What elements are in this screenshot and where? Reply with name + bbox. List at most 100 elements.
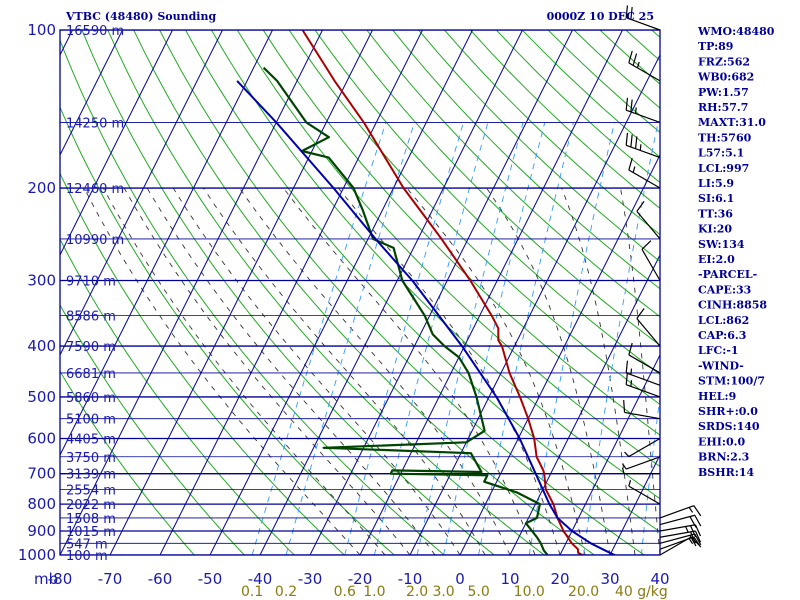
sounding-index: LFC:-1 (698, 344, 739, 357)
wind-barb (659, 536, 702, 550)
height-label: 2554 m (66, 483, 116, 498)
mixing-ratio-line-5 (478, 122, 574, 555)
temperature-tick-label: 30 (600, 570, 619, 588)
pressure-tick-label: 600 (27, 430, 56, 448)
height-label: 6681 m (66, 367, 116, 382)
temperature-tick-label: -70 (98, 570, 123, 588)
mixing-ratio-line-2 (416, 122, 524, 555)
sounding-index: MAXT:31.0 (698, 116, 766, 129)
wind-barb (659, 524, 702, 538)
mixing-ratio-label: 20.0 (568, 584, 599, 600)
wind-barb (628, 50, 661, 82)
sounding-index: RH:57.7 (698, 101, 748, 114)
temperature-tick-label: -30 (298, 570, 323, 588)
height-label: 2022 m (66, 498, 116, 513)
pressure-tick-label: 700 (27, 465, 56, 483)
sounding-profiles (236, 30, 616, 555)
isotherm--90 (60, 30, 273, 457)
sounding-index: -PARCEL- (698, 268, 757, 281)
wind-barb (628, 480, 661, 505)
moist-adiabat-5 (203, 187, 486, 555)
height-label: 9710 m (66, 274, 116, 289)
isotherm--50 (209, 30, 473, 555)
isotherm-20 (559, 353, 660, 555)
wind-barb (636, 200, 661, 240)
moist-adiabat-15 (283, 187, 536, 555)
temperature-tick-label: -40 (248, 570, 273, 588)
height-label: 7590 m (66, 340, 116, 355)
temperature-tick-label: 0 (455, 570, 465, 588)
sounding-index: FRZ:562 (698, 55, 750, 68)
sounding-index: CINH:8858 (698, 299, 767, 312)
isotherm--100 (60, 30, 223, 357)
station-title: VTBC (48480) Sounding (65, 10, 216, 23)
height-label: 3750 m (66, 451, 116, 466)
temperature-tick-label: -10 (398, 570, 423, 588)
isotherm--10 (409, 53, 660, 555)
isotherm-0 (459, 153, 660, 555)
height-label: 3139 m (66, 468, 116, 483)
wind-barb (625, 132, 661, 159)
height-label: 547 m (66, 537, 108, 552)
moist-adiabat-25 (406, 187, 586, 555)
mixing-ratio-line-20 (583, 122, 659, 555)
sounding-index: TP:89 (698, 40, 733, 53)
wind-barb (659, 514, 702, 528)
pressure-tick-label: 500 (27, 388, 56, 406)
sounding-index: KI:20 (698, 223, 732, 236)
mixing-ratio-label: 2.0 (406, 584, 428, 600)
temperature-tick-label: -50 (198, 570, 223, 588)
plot-border (59, 29, 661, 556)
isotherm--40 (259, 30, 523, 555)
height-label: 5860 m (66, 391, 116, 406)
wind-barb (628, 157, 661, 189)
wind-barb (659, 533, 702, 547)
isotherm--30 (309, 30, 573, 555)
wind-barb (636, 308, 661, 347)
sounding-index: SHR+:0.0 (698, 405, 758, 418)
mixing-ratio-line-3 (443, 122, 546, 555)
height-label: 12460 m (66, 182, 124, 197)
pressure-tick-label: 200 (27, 179, 56, 197)
height-label: 4405 m (66, 433, 116, 448)
mixing-ratio-line-40 (640, 394, 660, 555)
isotherm--60 (159, 30, 423, 555)
sounding-index: SI:6.1 (698, 192, 734, 205)
dewpoint-line (262, 66, 549, 555)
sounding-indices-panel: WMO:48480 TP:89 FRZ:562 WB0:682 PW:1.57 RH:57… (697, 25, 775, 479)
wind-barb-column (621, 5, 702, 556)
isotherm--70 (109, 30, 373, 555)
sounding-index: BRN:2.3 (698, 451, 749, 464)
height-label: 1508 m (66, 512, 116, 527)
plot-frame (59, 29, 661, 556)
mixing-ratio-line-0.6 (344, 122, 464, 555)
sounding-index: LCL:997 (698, 162, 749, 175)
sounding-index: PW:1.57 (698, 86, 749, 99)
wind-barb (659, 505, 702, 519)
wind-barb (659, 530, 702, 544)
wind-barb (625, 5, 661, 31)
mixing-ratio-line-0.2 (285, 122, 415, 555)
pressure-unit-label: mb (34, 570, 58, 588)
height-label: 10990 m (66, 233, 124, 248)
isotherm--110 (60, 30, 173, 257)
temperature-line (301, 30, 583, 555)
sounding-index: WMO:48480 (697, 25, 775, 38)
wind-barb (623, 400, 661, 420)
sounding-index: EI:2.0 (698, 253, 735, 266)
mixing-ratio-label: 5.0 (467, 584, 489, 600)
mixing-ratio-label: 0.1 (241, 584, 263, 600)
sounding-index: CAPE:33 (698, 283, 751, 296)
pressure-tick-label: 900 (27, 522, 56, 540)
height-label: 16590 m (66, 24, 124, 39)
sounding-index: BSHR:14 (698, 466, 754, 479)
sounding-index: SRDS:140 (698, 420, 760, 433)
sounding-index: CAP:6.3 (698, 329, 746, 342)
isotherm--80 (60, 30, 323, 555)
pressure-tick-label: 1000 (18, 546, 56, 564)
mixing-ratio-label: 0.2 (275, 584, 297, 600)
height-label: 8586 m (66, 310, 116, 325)
temperature-tick-label: -60 (148, 570, 173, 588)
